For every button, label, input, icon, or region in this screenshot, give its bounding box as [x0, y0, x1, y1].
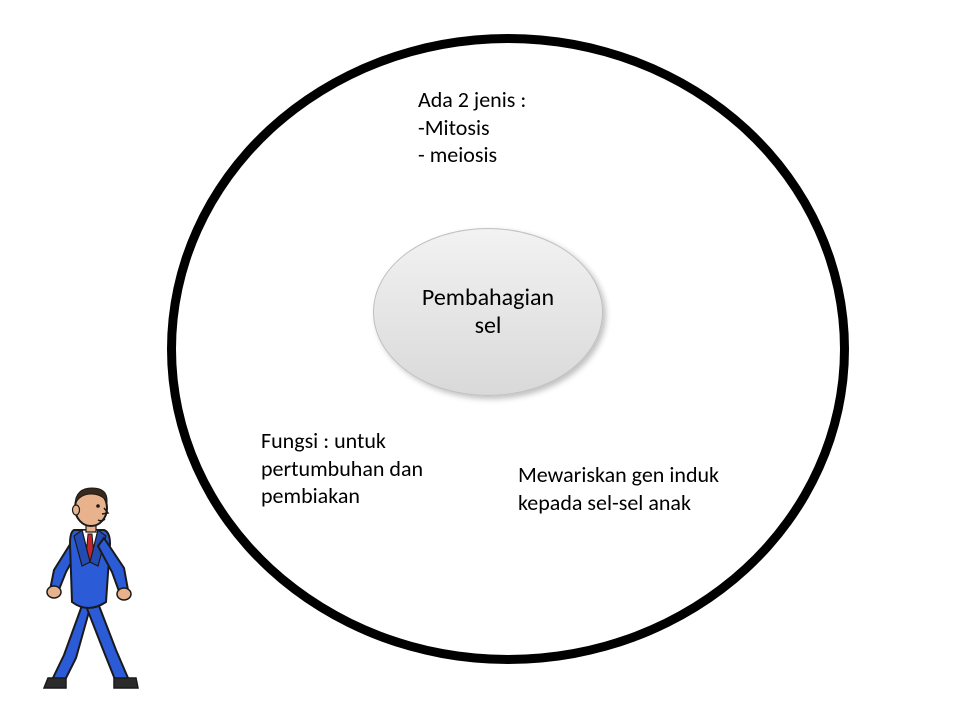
text-function: Fungsi : untuk pertumbuhan dan pembiakan: [261, 427, 491, 510]
walking-man-icon: [24, 480, 154, 690]
text-types: Ada 2 jenis : -Mitosis - meiosis: [418, 86, 678, 169]
center-topic-label: Pembahagiansel: [422, 284, 554, 339]
text-inherit: Mewariskan gen induk kepada sel-sel anak: [518, 461, 748, 516]
center-topic-ellipse: Pembahagiansel: [373, 228, 603, 396]
